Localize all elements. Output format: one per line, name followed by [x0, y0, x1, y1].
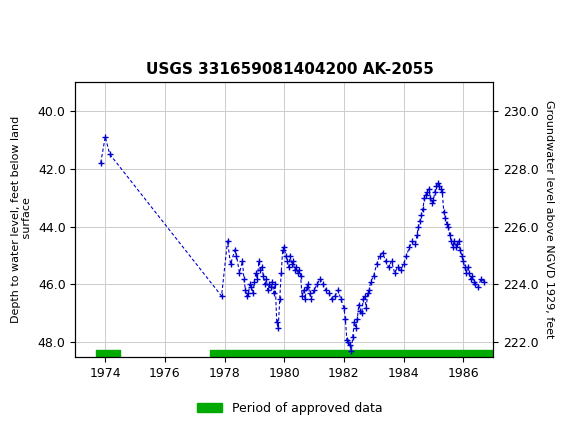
Y-axis label: Depth to water level, feet below land
 surface: Depth to water level, feet below land su…: [10, 116, 32, 323]
Text: ≡USGS: ≡USGS: [12, 16, 70, 35]
Legend: Period of approved data: Period of approved data: [192, 397, 388, 420]
Text: USGS 331659081404200 AK-2055: USGS 331659081404200 AK-2055: [146, 62, 434, 77]
Y-axis label: Groundwater level above NGVD 1929, feet: Groundwater level above NGVD 1929, feet: [544, 100, 554, 338]
